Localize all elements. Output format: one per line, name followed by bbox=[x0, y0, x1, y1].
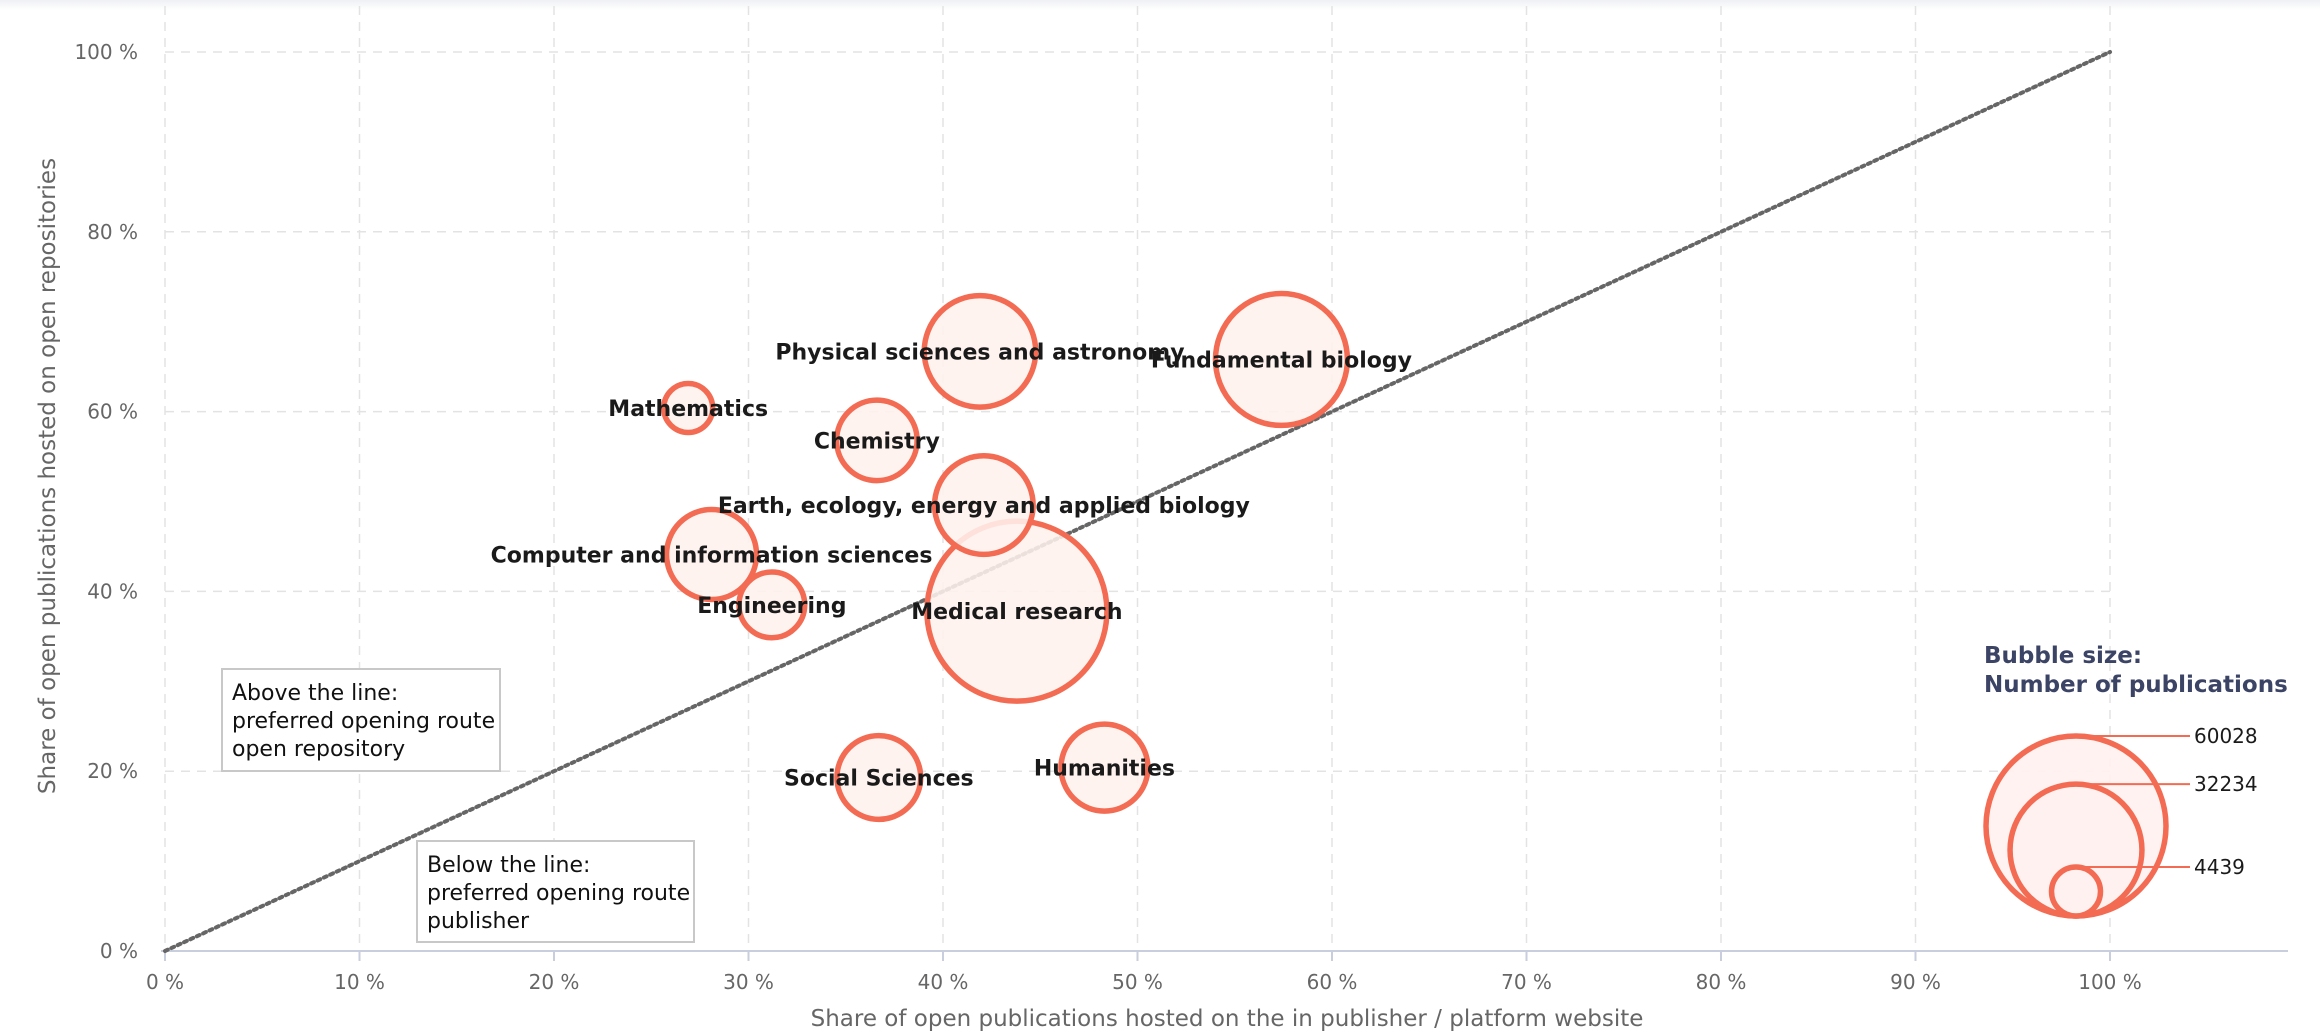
annotation-box bbox=[221, 668, 501, 772]
bubble-chemistry[interactable] bbox=[833, 397, 920, 484]
x-tick-label: 100 % bbox=[2078, 970, 2142, 994]
x-tick-label: 10 % bbox=[334, 970, 385, 994]
annotation-line: open repository bbox=[232, 737, 405, 762]
bubble-label-medical-research: Medical research bbox=[911, 600, 1122, 625]
annotation-below-line: Below the line: preferred opening route pu… bbox=[416, 840, 695, 943]
reference-line-group bbox=[163, 50, 2112, 953]
x-tick-label: 70 % bbox=[1501, 970, 1552, 994]
y-tick-label: 40 % bbox=[87, 579, 138, 603]
y-tick-label: 80 % bbox=[87, 220, 138, 244]
y-tick-label: 100 % bbox=[74, 40, 138, 64]
y-tick-label: 20 % bbox=[87, 759, 138, 783]
bubble-label-physical-sciences-and-astronomy: Physical sciences and astronomy bbox=[775, 340, 1184, 365]
annotation-line: publisher bbox=[427, 909, 530, 934]
bubble-label-humanities: Humanities bbox=[1034, 757, 1175, 782]
x-tick-label: 60 % bbox=[1307, 970, 1358, 994]
bubble-physical-sciences-and-astronomy[interactable] bbox=[921, 292, 1039, 410]
bubbles bbox=[660, 290, 1351, 823]
annotation-line: preferred opening route bbox=[232, 709, 495, 734]
x-tick-label: 0 % bbox=[146, 970, 184, 994]
x-tick-label: 50 % bbox=[1112, 970, 1163, 994]
x-tick-label: 40 % bbox=[918, 970, 969, 994]
bubble-earth-ecology-energy-and-applied-biology[interactable] bbox=[931, 453, 1036, 558]
x-tick-label: 20 % bbox=[529, 970, 580, 994]
annotation-line: Above the line: bbox=[232, 681, 398, 706]
annotation-line: Below the line: bbox=[427, 853, 590, 878]
legend-value: 4439 bbox=[2194, 855, 2245, 879]
bubble-label-social-sciences: Social Sciences bbox=[784, 766, 974, 791]
y-tick-label: 60 % bbox=[87, 400, 138, 424]
y-axis-title: Share of open publications hosted on ope… bbox=[35, 158, 61, 794]
annotation-box bbox=[416, 840, 695, 943]
annotations: Above the line: preferred opening route op… bbox=[221, 668, 695, 943]
bubble-label-fundamental-biology: Fundamental biology bbox=[1151, 348, 1412, 373]
legend-value: 60028 bbox=[2194, 724, 2258, 748]
bubble-label-engineering: Engineering bbox=[697, 594, 846, 619]
bubble-label-mathematics: Mathematics bbox=[608, 397, 768, 422]
bubble-computer-and-information-sciences[interactable] bbox=[663, 506, 760, 603]
bubble-engineering[interactable] bbox=[736, 569, 808, 641]
x-tick-label: 90 % bbox=[1890, 970, 1941, 994]
annotation-above-line: Above the line: preferred opening route op… bbox=[221, 668, 501, 772]
bubble-fundamental-biology[interactable] bbox=[1212, 290, 1351, 429]
legend: Bubble size: Number of publications 60028 3… bbox=[1983, 643, 2288, 919]
x-tick-label: 30 % bbox=[723, 970, 774, 994]
legend-title-line: Number of publications bbox=[1984, 672, 2288, 698]
legend-bubble bbox=[2048, 864, 2104, 919]
legend-value: 32234 bbox=[2194, 772, 2258, 796]
x-tick-label: 80 % bbox=[1696, 970, 1747, 994]
bubble-labels: Mathematics Physical sciences and astrono… bbox=[491, 340, 1412, 791]
axes: 0 % 10 % 20 % 30 % 40 % 50 % 60 % 70 % 80 % 90 % 1… bbox=[74, 40, 2288, 994]
bubble-humanities[interactable] bbox=[1058, 721, 1151, 814]
diagonal-reference-line bbox=[163, 50, 2112, 953]
bubble-social-sciences[interactable] bbox=[834, 732, 924, 823]
bubble-label-chemistry: Chemistry bbox=[814, 429, 940, 454]
annotation-line: preferred opening route bbox=[427, 881, 690, 906]
legend-title-line: Bubble size: bbox=[1984, 643, 2142, 669]
x-axis-title: Share of open publications hosted on the… bbox=[811, 1006, 1644, 1032]
y-tick-label: 0 % bbox=[100, 939, 138, 963]
bubble-label-earth-ecology-energy-and-applied-biology: Earth, ecology, energy and applied biolo… bbox=[718, 494, 1250, 519]
grid-lines bbox=[164, 6, 2111, 951]
bubble-mathematics[interactable] bbox=[660, 380, 716, 436]
bubble-label-computer-and-information-sciences: Computer and information sciences bbox=[491, 544, 933, 569]
top-strip bbox=[0, 0, 2320, 10]
